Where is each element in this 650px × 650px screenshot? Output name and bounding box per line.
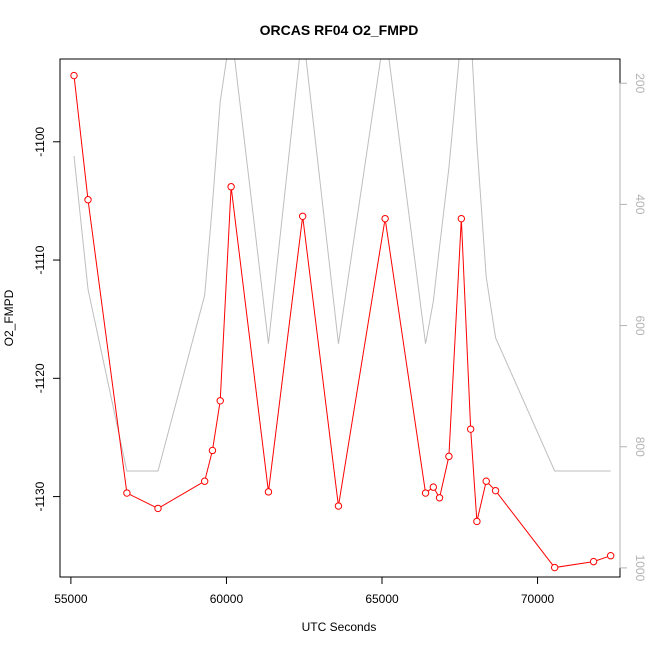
data-point [606, 552, 615, 560]
data-point [208, 446, 217, 455]
data-point [216, 397, 224, 405]
y-tick-label: -1100 [33, 127, 47, 157]
secondary-y-tick-label: 1000 [633, 555, 647, 582]
data-point [421, 489, 430, 497]
secondary-y-axis: 200 400 600 800 1000 [619, 73, 647, 582]
x-tick-label: 60000 [210, 592, 244, 606]
data-point [264, 488, 273, 496]
data-point [154, 504, 162, 513]
secondary-series [73, 59, 611, 472]
data-point [435, 494, 444, 502]
secondary-y-tick-label: 600 [633, 316, 647, 336]
primary-series [70, 71, 615, 572]
x-tick-label: 70000 [521, 592, 555, 606]
data-point [466, 425, 475, 433]
data-point [123, 489, 131, 497]
x-axis: 55000 60000 65000 70000 [54, 576, 555, 606]
y-tick-label: -1130 [33, 481, 47, 511]
data-point [200, 477, 209, 485]
data-point [550, 563, 559, 572]
data-point [227, 183, 235, 191]
data-point [445, 452, 453, 461]
data-point [491, 486, 500, 495]
x-axis-label: UTC Seconds [302, 620, 377, 634]
secondary-series-line [73, 59, 611, 472]
data-point [482, 477, 490, 485]
secondary-y-tick-label: 200 [633, 73, 647, 93]
data-point [298, 212, 307, 220]
secondary-y-tick-label: 800 [633, 437, 647, 457]
data-point [381, 214, 389, 223]
data-point [334, 502, 343, 510]
primary-series-line [73, 75, 611, 569]
data-point [429, 483, 438, 491]
data-point [457, 214, 466, 223]
y-axis: -1130 -1120 -1110 -1100 [33, 127, 61, 511]
x-tick-label: 65000 [365, 592, 399, 606]
data-point [70, 71, 78, 80]
x-tick-label: 55000 [54, 592, 88, 606]
data-point [589, 557, 598, 566]
data-point [84, 196, 92, 204]
data-point [473, 517, 481, 526]
secondary-y-tick-label: 400 [633, 194, 647, 214]
chart-title: ORCAS RF04 O2_FMPD [260, 22, 419, 38]
y-tick-label: -1110 [33, 245, 47, 274]
y-axis-label: O2_FMPD [2, 289, 16, 346]
y-tick-label: -1120 [33, 363, 47, 393]
